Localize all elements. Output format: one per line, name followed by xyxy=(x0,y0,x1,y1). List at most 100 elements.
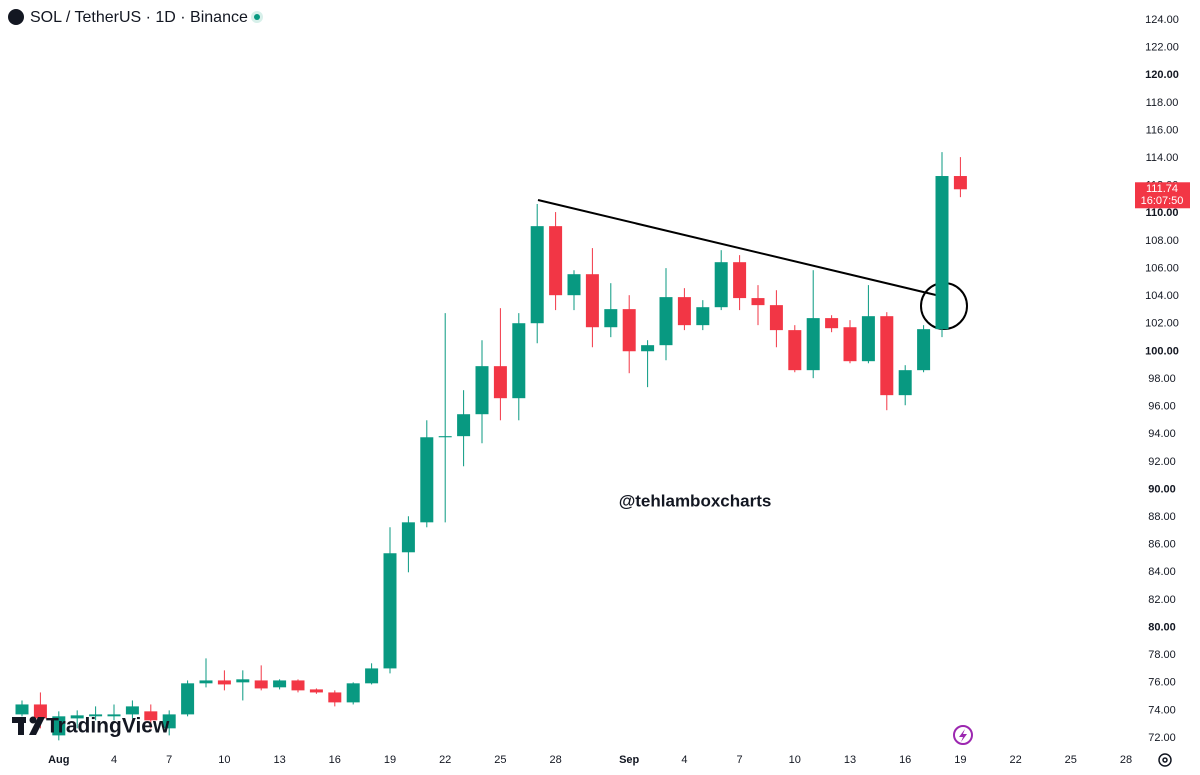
x-tick-label: 22 xyxy=(1009,754,1021,766)
y-tick-label: 78.00 xyxy=(1148,649,1176,661)
candle-body xyxy=(659,297,673,346)
price-label-box xyxy=(1135,182,1190,209)
candle-body xyxy=(843,327,857,362)
candle-body xyxy=(567,274,581,296)
candle-body xyxy=(825,318,839,329)
candle-body xyxy=(475,366,489,415)
x-tick-label: 22 xyxy=(439,754,451,766)
candle-body xyxy=(677,297,691,326)
candle-body xyxy=(162,714,176,729)
trend-line xyxy=(537,199,941,297)
candle-body xyxy=(181,683,195,715)
y-tick-label: 104.00 xyxy=(1145,290,1179,302)
candle-body xyxy=(935,176,949,330)
x-tick-label: 16 xyxy=(899,754,911,766)
candle-body xyxy=(33,704,47,719)
lightning-bolt xyxy=(959,729,967,742)
candles xyxy=(15,152,967,741)
y-tick-label: 94.00 xyxy=(1148,428,1176,440)
candle-body xyxy=(70,715,84,719)
logo-text: TradingView xyxy=(46,715,170,738)
candle-body xyxy=(733,262,747,299)
candle-body xyxy=(15,704,29,715)
y-tick-label: 84.00 xyxy=(1148,566,1176,578)
candle-body xyxy=(309,689,323,693)
watermark: @tehlamboxcharts xyxy=(619,491,772,510)
y-tick-label: 122.00 xyxy=(1145,42,1179,54)
candle-body xyxy=(530,226,544,324)
candle-body xyxy=(622,309,636,352)
x-tick-label: 4 xyxy=(111,754,117,766)
x-tick-label: 7 xyxy=(737,754,743,766)
y-tick-label: 80.00 xyxy=(1148,621,1176,633)
y-tick-label: 88.00 xyxy=(1148,511,1176,523)
x-tick-label: 19 xyxy=(954,754,966,766)
candle-body xyxy=(438,436,452,438)
y-tick-label: 96.00 xyxy=(1148,401,1176,413)
candle-body xyxy=(383,553,397,669)
countdown-label: 16:07:50 xyxy=(1141,195,1184,207)
candle-body xyxy=(236,679,250,683)
candle-body xyxy=(788,330,802,371)
y-tick-label: 90.00 xyxy=(1148,483,1176,495)
x-tick-label: 7 xyxy=(166,754,172,766)
candle-body xyxy=(549,226,563,296)
x-tick-label: 25 xyxy=(1065,754,1077,766)
candle-body xyxy=(346,683,360,703)
candle-body xyxy=(696,307,710,326)
y-tick-label: 110.00 xyxy=(1145,207,1178,219)
candle-body xyxy=(217,680,231,685)
x-tick-label: 13 xyxy=(273,754,285,766)
y-tick-label: 72.00 xyxy=(1148,732,1176,744)
x-tick-label: 16 xyxy=(329,754,341,766)
x-tick-label: 19 xyxy=(384,754,396,766)
candle-body xyxy=(585,274,599,328)
candle-body xyxy=(144,711,158,721)
settings-icon[interactable] xyxy=(1158,753,1172,767)
candle-body xyxy=(273,680,287,688)
status-dot-inner xyxy=(254,14,260,20)
x-tick-label: Aug xyxy=(48,754,69,766)
logo-mark xyxy=(29,716,37,724)
candle-body xyxy=(89,714,103,717)
x-tick-label: 28 xyxy=(549,754,561,766)
lightning-icon[interactable] xyxy=(953,725,973,745)
candle-body xyxy=(898,370,912,396)
candle-body xyxy=(254,680,268,689)
y-tick-label: 100.00 xyxy=(1145,345,1179,357)
candle-body xyxy=(328,692,342,703)
tv-logo: TradingView xyxy=(12,715,170,738)
candle-body xyxy=(107,714,121,717)
y-tick-label: 76.00 xyxy=(1148,677,1176,689)
candle-body xyxy=(880,316,894,396)
candle-body xyxy=(769,305,783,331)
y-tick-label: 114.00 xyxy=(1146,152,1179,164)
candle-body xyxy=(401,522,415,553)
y-tick-label: 106.00 xyxy=(1145,262,1179,274)
candle-body xyxy=(493,366,507,399)
candle-body xyxy=(917,329,931,371)
candle-body xyxy=(953,176,967,190)
logo-mark xyxy=(29,717,45,735)
y-tick-label: 102.00 xyxy=(1145,318,1179,330)
candle-body xyxy=(641,345,655,352)
logo-mark xyxy=(18,717,24,735)
settings-icon-inner xyxy=(1162,757,1168,763)
candle-body xyxy=(457,414,471,437)
x-tick-label: 28 xyxy=(1120,754,1132,766)
candle-body xyxy=(125,706,139,715)
y-tick-label: 86.00 xyxy=(1148,539,1176,551)
x-tick-label: 25 xyxy=(494,754,506,766)
x-tick-label: Sep xyxy=(619,754,639,766)
symbol-icon xyxy=(8,9,24,25)
candle-body xyxy=(751,298,765,306)
price-label: 111.74 xyxy=(1146,183,1178,195)
candle-body xyxy=(806,318,820,371)
candle-body xyxy=(512,323,526,399)
candle-body xyxy=(291,680,305,691)
candle-body xyxy=(420,437,434,523)
candle-body xyxy=(714,262,728,308)
candle-body xyxy=(199,680,213,684)
candle-body xyxy=(604,309,618,328)
